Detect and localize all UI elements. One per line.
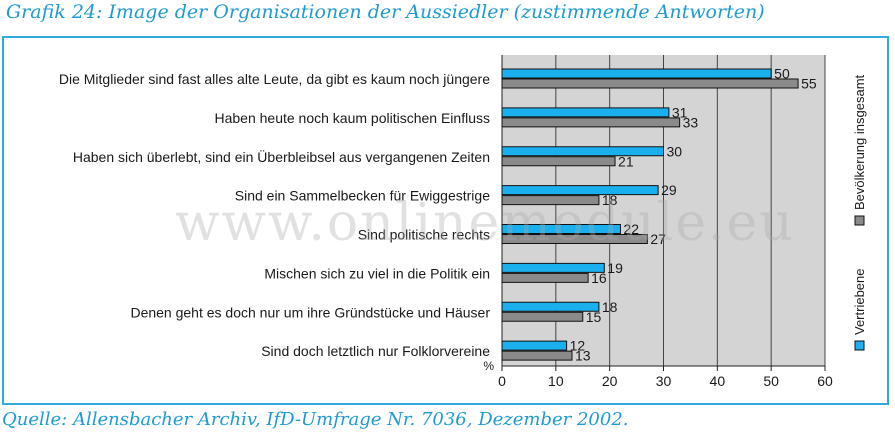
category-label: Sind politische rechts [358, 227, 490, 243]
chart-frame [2, 36, 889, 405]
data-label: 21 [618, 153, 634, 169]
category-label: Sind ein Sammelbecken für Ewiggestrige [235, 188, 490, 204]
category-label: Denen geht es doch nur um ihre Gründstüc… [130, 304, 490, 320]
bar [501, 234, 648, 244]
data-label: 29 [661, 182, 677, 198]
bar [501, 272, 589, 283]
data-label: 18 [602, 299, 618, 315]
bar [501, 78, 799, 89]
legend-label: Bevölkerung insgesamt [852, 74, 867, 210]
data-label: 31 [672, 104, 688, 120]
bar [501, 340, 568, 351]
data-label: 22 [623, 221, 639, 237]
bar [501, 301, 600, 312]
data-label: 13 [575, 348, 591, 364]
unit-label: % [483, 359, 494, 373]
legend-entry: Bevölkerung insgesamt [852, 74, 867, 226]
bar [501, 224, 621, 234]
bar [501, 185, 659, 196]
x-tick-label: 0 [498, 373, 506, 389]
data-label: 33 [683, 114, 699, 130]
source-note: Quelle: Allensbacher Archiv, IfD-Umfrage… [2, 409, 629, 430]
bar [501, 146, 664, 157]
legend-swatch [854, 215, 865, 226]
category-label: Haben heute noch kaum politischen Einflu… [214, 110, 490, 126]
bar [501, 262, 605, 273]
bar [501, 68, 772, 79]
bar [501, 350, 573, 361]
chart-title: Grafik 24: Image der Organisationen der … [6, 1, 765, 23]
legend-entry: Vertriebene [852, 269, 867, 351]
data-label: 15 [586, 309, 602, 325]
data-label: 12 [570, 338, 586, 354]
bar [501, 107, 670, 118]
data-label: 19 [607, 260, 623, 276]
category-label: Haben sich überlebt, sind ein Überbleibs… [73, 148, 490, 165]
data-label: 30 [667, 143, 683, 159]
data-label: 50 [774, 66, 790, 82]
legend-label: Vertriebene [852, 269, 867, 336]
x-tick-label: 50 [763, 373, 779, 389]
category-label: Sind doch letztlich nur Folklorvereine [261, 343, 490, 359]
bar [501, 311, 584, 322]
bar [501, 195, 600, 206]
x-tick-label: 30 [656, 373, 672, 389]
bar [501, 156, 616, 167]
x-tick-label: 10 [548, 373, 564, 389]
bar [501, 117, 681, 128]
legend-swatch [854, 340, 865, 351]
category-label: Die Mitglieder sind fast alles alte Leut… [59, 71, 490, 87]
data-label: 18 [602, 192, 618, 208]
x-tick-label: 40 [710, 373, 726, 389]
category-label: Mischen sich zu viel in die Politik ein [264, 265, 490, 281]
data-label: 16 [591, 270, 607, 286]
x-tick-label: 20 [602, 373, 618, 389]
data-label: 55 [801, 76, 817, 92]
data-label: 27 [650, 231, 666, 247]
x-tick-label: 60 [817, 373, 833, 389]
